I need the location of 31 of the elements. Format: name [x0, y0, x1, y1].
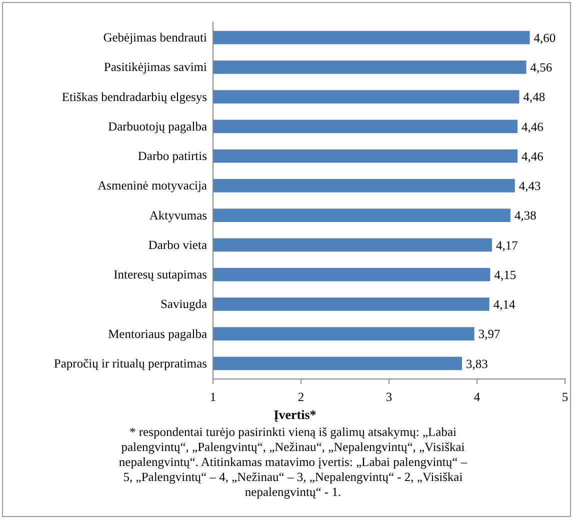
y-tick-label: Pasitikėjimas savimi: [104, 60, 208, 74]
data-label: 4,14: [493, 298, 516, 312]
y-tick-label: Darbuotojų pagalba: [108, 119, 208, 134]
y-tick-label: Papročių ir ritualų perpratimas: [54, 356, 208, 370]
data-label: 4,46: [521, 149, 544, 164]
y-tick-label: Mentoriaus pagalba: [108, 326, 208, 341]
y-tick-label: Etiškas bendradarbių elgesys: [62, 90, 208, 104]
y-tick-label: Gebėjimas bendrauti: [103, 30, 208, 45]
y-tick-label: Interesų sutapimas: [114, 268, 208, 282]
data-label: 4,56: [530, 60, 552, 75]
data-label: 4,17: [496, 238, 518, 252]
data-label: 4,46: [521, 120, 544, 134]
data-label: 4,60: [534, 30, 556, 45]
x-tick-label: 3: [386, 390, 392, 404]
text: * respondentai turėjo pasirinkti vieną iš galimų atsakymų: „Labai palengvintų“, „Palengvintų“, „Nežinau“, „Nepalengvintų“, „Visiškai nepalengvintų“. Atitinkamas matavimo įvertis: „Labai palengvintų“ – 5, „Palengvintų“ – 4, „Nežinau“ – 3, „Nepalengvintų“ - 2, „Visiškai nepalengvintų“ - 1.: [118, 425, 468, 500]
data-label: 4,43: [518, 179, 541, 194]
data-label: 3,83: [466, 356, 488, 371]
y-tick-label: Darbo patirtis: [138, 149, 208, 164]
y-tick-label: Darbo vieta: [148, 238, 208, 252]
x-tick-label: 4: [474, 390, 481, 404]
data-label: 4,15: [494, 268, 516, 282]
x-tick-label: 5: [562, 390, 568, 404]
data-label: 4,48: [523, 90, 546, 104]
x-tick-label: 2: [298, 390, 304, 404]
data-label: 3,97: [478, 327, 500, 342]
y-tick-label: Aktyvumas: [149, 208, 208, 222]
x-tick-label: 1: [210, 390, 216, 404]
data-label: 4,38: [514, 208, 536, 223]
y-tick-label: Saviugda: [160, 297, 208, 312]
y-tick-label: Asmeninė motyvacija: [98, 178, 208, 193]
x-axis-title: Įvertis*: [274, 407, 316, 422]
